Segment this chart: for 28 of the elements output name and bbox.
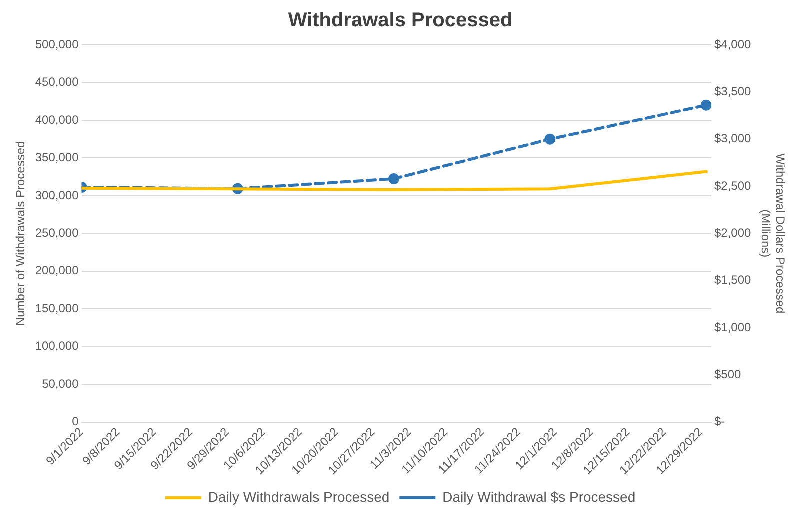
- y-tick-label: 400,000: [35, 112, 80, 127]
- y-tick-label: 250,000: [35, 226, 80, 240]
- y-tick-label: 100,000: [35, 339, 80, 354]
- point: [544, 134, 556, 145]
- y2-axis-title: Withdrawal Dollars Processed (Millions): [759, 154, 788, 314]
- chart-title: Withdrawals Processed: [288, 10, 513, 32]
- y2-tick-label: $1,000: [714, 320, 752, 334]
- y-tick-label: 200,000: [35, 264, 80, 278]
- legend-label: Daily Withdrawals Processed: [208, 488, 390, 505]
- y-axis-title: Number of Withdrawals Processed: [14, 141, 28, 326]
- point: [700, 100, 712, 111]
- y2-tick-label: $-: [714, 414, 726, 429]
- y2-tick-label: $500: [714, 367, 742, 382]
- y-tick-label: 300,000: [35, 188, 80, 202]
- y2-tick-label: $3,000: [714, 132, 752, 146]
- y-tick-label: 0: [72, 414, 80, 429]
- y2-tick-label: $1,500: [714, 273, 752, 288]
- y2-tick-label: $3,500: [714, 84, 752, 98]
- y2-tick-label: $4,000: [714, 37, 752, 52]
- y-tick-label: 500,000: [35, 37, 80, 52]
- y-tick-label: 50,000: [42, 376, 80, 391]
- y-tick-label: 350,000: [35, 150, 80, 165]
- y2-tick-label: $2,000: [714, 226, 752, 240]
- y-tick-label: 150,000: [35, 301, 80, 316]
- y-tick-label: 450,000: [35, 75, 80, 90]
- y2-tick-label: $2,500: [714, 178, 752, 193]
- point: [388, 173, 400, 184]
- legend-label: Daily Withdrawal $s Processed: [442, 488, 636, 505]
